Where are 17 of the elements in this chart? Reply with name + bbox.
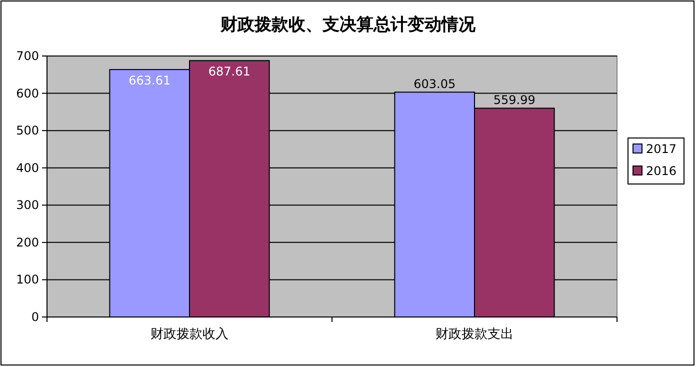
data-label: 603.05 [414, 77, 456, 92]
y-tick-label: 0 [31, 310, 39, 324]
y-tick-label: 100 [16, 272, 39, 287]
y-tick-label: 400 [16, 160, 39, 175]
y-tick-label: 700 [16, 49, 39, 63]
y-tick-label: 500 [16, 124, 39, 138]
chart-title: 财政拨款收、支决算总计变动情况 [220, 15, 476, 35]
legend-label: 2016 [646, 164, 677, 178]
y-tick-label: 300 [16, 198, 39, 212]
y-tick-label: 600 [16, 86, 39, 100]
x-tick-label: 财政拨款收入 [150, 327, 228, 342]
data-label: 559.99 [493, 93, 536, 108]
data-label: 687.61 [208, 64, 250, 79]
data-label: 663.61 [128, 74, 171, 88]
legend-label: 2017 [646, 142, 677, 156]
x-tick-label: 财政拨款支出 [436, 327, 514, 342]
y-tick-label: 200 [16, 235, 39, 250]
